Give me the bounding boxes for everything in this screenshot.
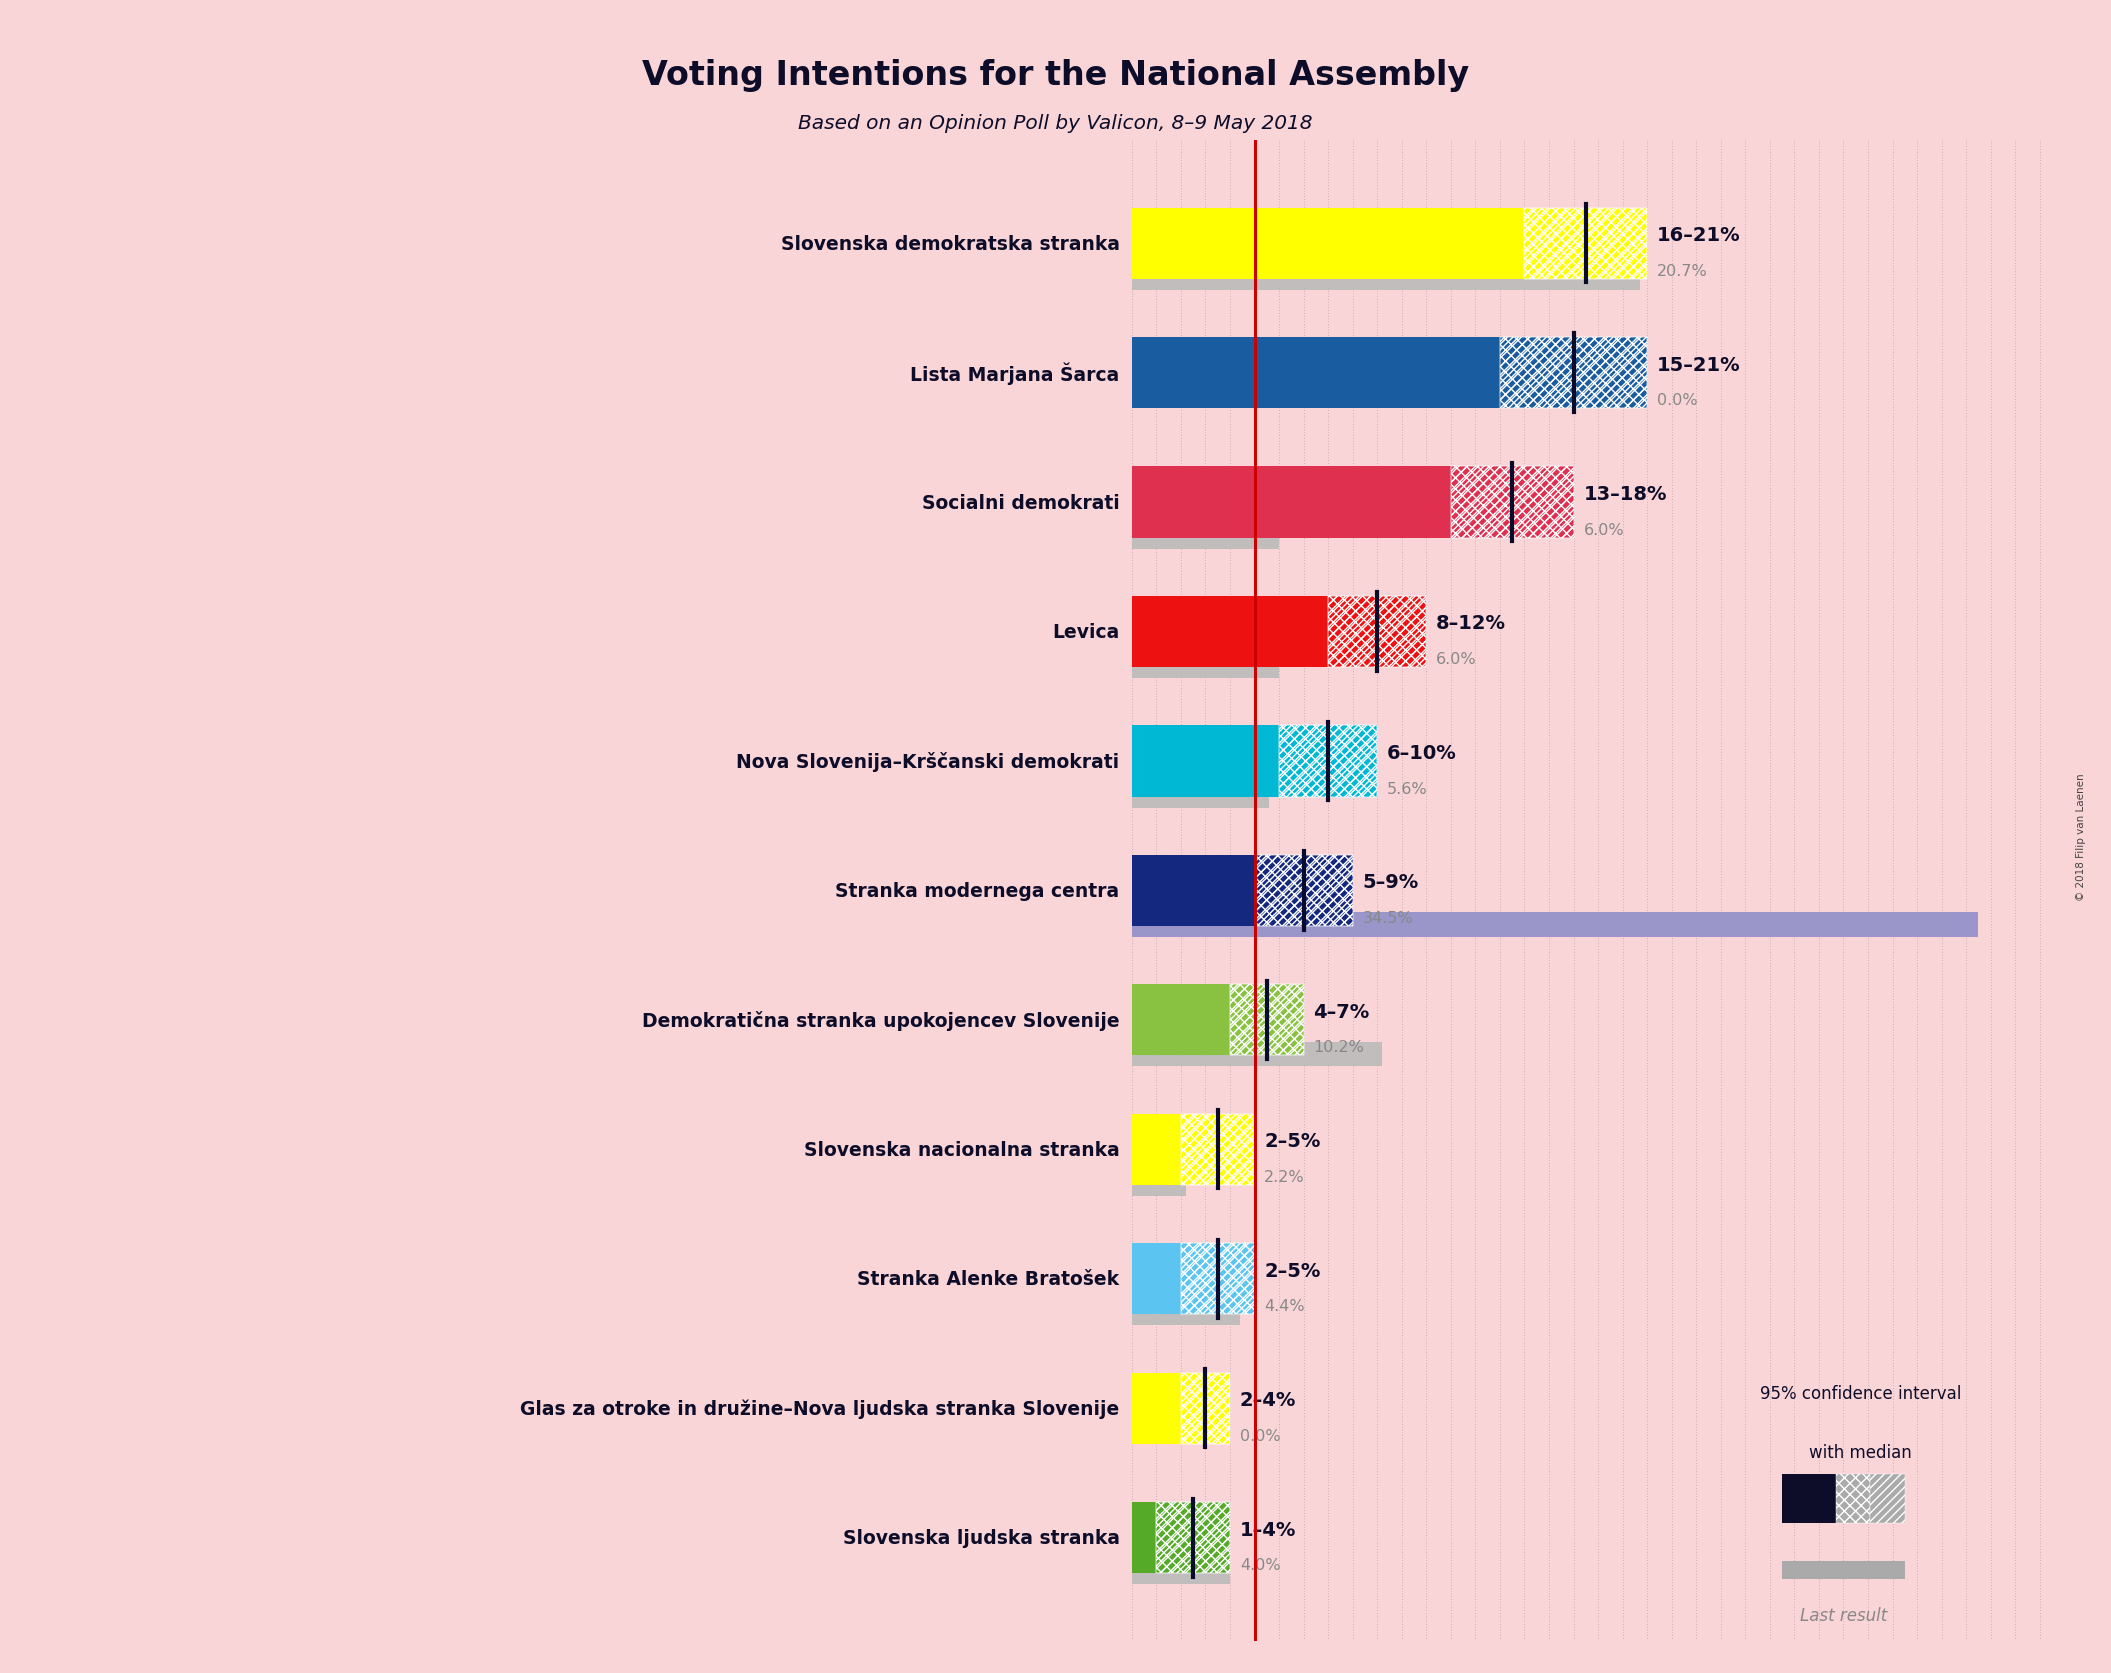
Bar (1131, 985, 1231, 1056)
Bar (1180, 1114, 1254, 1184)
Text: 2–5%: 2–5% (1264, 1261, 1321, 1280)
Bar (1131, 1502, 1157, 1573)
Bar (1450, 467, 1573, 539)
Text: Nova Slovenija–Krščanski demokrati: Nova Slovenija–Krščanski demokrati (737, 751, 1119, 771)
Bar (1131, 338, 1501, 408)
Text: Demokratična stranka upokojencev Slovenije: Demokratična stranka upokojencev Sloveni… (642, 1010, 1119, 1031)
Bar (1254, 855, 1353, 927)
Bar (1131, 1374, 1180, 1444)
Bar (1279, 726, 1376, 796)
Bar (1180, 1243, 1254, 1315)
Bar (1131, 783, 1269, 808)
Bar (1131, 1559, 1231, 1584)
Bar (1131, 1042, 1383, 1067)
Bar (1131, 266, 1640, 291)
Text: Voting Intentions for the National Assembly: Voting Intentions for the National Assem… (642, 59, 1469, 92)
Text: 95% confidence interval: 95% confidence interval (1761, 1384, 1961, 1402)
Bar (1180, 1374, 1231, 1444)
Bar (1782, 1474, 1837, 1524)
Bar (1131, 654, 1279, 679)
Bar (1524, 209, 1647, 279)
Text: Based on an Opinion Poll by Valicon, 8–9 May 2018: Based on an Opinion Poll by Valicon, 8–9… (798, 114, 1313, 132)
Bar (1328, 597, 1427, 668)
Bar (1131, 1300, 1239, 1325)
Bar (1501, 338, 1647, 408)
Text: 15–21%: 15–21% (1657, 355, 1742, 375)
Text: 4–7%: 4–7% (1313, 1002, 1370, 1021)
Bar (1328, 597, 1427, 668)
Text: 16–21%: 16–21% (1657, 226, 1742, 244)
Text: 13–18%: 13–18% (1583, 485, 1668, 504)
Text: 4.0%: 4.0% (1239, 1558, 1281, 1573)
Bar (1157, 1502, 1231, 1573)
Bar (1279, 726, 1376, 796)
Bar (1180, 1243, 1254, 1315)
Bar (1131, 1171, 1186, 1196)
Bar (1131, 855, 1254, 927)
Bar (1131, 209, 1524, 279)
Bar (1254, 855, 1353, 927)
Bar (1501, 338, 1647, 408)
Text: © 2018 Filip van Laenen: © 2018 Filip van Laenen (2075, 773, 2086, 900)
Bar (1450, 467, 1573, 539)
Bar (1131, 1114, 1180, 1184)
Bar (1180, 1243, 1254, 1315)
Bar (1157, 1502, 1231, 1573)
Text: 6.0%: 6.0% (1583, 522, 1623, 537)
Bar (1131, 1243, 1180, 1315)
Text: Slovenska demokratska stranka: Slovenska demokratska stranka (781, 234, 1119, 254)
Text: Slovenska ljudska stranka: Slovenska ljudska stranka (842, 1527, 1119, 1548)
Bar (1180, 1114, 1254, 1184)
Bar (1450, 467, 1573, 539)
Text: 0.0%: 0.0% (1239, 1429, 1281, 1442)
Text: 8–12%: 8–12% (1435, 614, 1505, 632)
Text: 2.2%: 2.2% (1264, 1169, 1305, 1184)
Text: 5.6%: 5.6% (1387, 781, 1427, 796)
Bar (1180, 1374, 1231, 1444)
Text: 6–10%: 6–10% (1387, 743, 1457, 763)
Bar (1131, 912, 1978, 937)
Text: 1–4%: 1–4% (1239, 1519, 1296, 1539)
Bar (1524, 209, 1647, 279)
Text: Stranka modernega centra: Stranka modernega centra (836, 882, 1119, 900)
Text: 4.4%: 4.4% (1264, 1298, 1305, 1313)
Text: Last result: Last result (1801, 1606, 1887, 1624)
Bar (1870, 1474, 1904, 1524)
Text: Socialni demokrati: Socialni demokrati (923, 494, 1119, 512)
Bar (1524, 209, 1647, 279)
Text: 10.2%: 10.2% (1313, 1041, 1364, 1054)
Bar (1180, 1114, 1254, 1184)
Text: Lista Marjana Šarca: Lista Marjana Šarca (910, 361, 1119, 385)
Text: 20.7%: 20.7% (1657, 264, 1708, 278)
Text: Stranka Alenke Bratošek: Stranka Alenke Bratošek (857, 1270, 1119, 1288)
Bar (1782, 1561, 1904, 1579)
Text: 34.5%: 34.5% (1362, 910, 1412, 925)
Text: 2–4%: 2–4% (1239, 1390, 1296, 1409)
Bar (1328, 597, 1427, 668)
Bar (1131, 726, 1279, 796)
Text: Levica: Levica (1053, 622, 1119, 642)
Bar (1254, 855, 1353, 927)
Bar (1231, 985, 1305, 1056)
Bar (1501, 338, 1647, 408)
Bar (1131, 597, 1328, 668)
Bar (1837, 1474, 1870, 1524)
Text: 5–9%: 5–9% (1362, 873, 1419, 892)
Text: Glas za otroke in družine–Nova ljudska stranka Slovenije: Glas za otroke in družine–Nova ljudska s… (519, 1399, 1119, 1419)
Bar (1231, 985, 1305, 1056)
Text: 6.0%: 6.0% (1435, 652, 1478, 666)
Bar (1279, 726, 1376, 796)
Bar (1231, 985, 1305, 1056)
Text: with median: with median (1809, 1444, 1913, 1461)
Text: 0.0%: 0.0% (1657, 393, 1697, 408)
Text: 2–5%: 2–5% (1264, 1131, 1321, 1151)
Bar (1180, 1374, 1231, 1444)
Bar (1131, 524, 1279, 549)
Bar (1131, 467, 1450, 539)
Bar (1157, 1502, 1231, 1573)
Text: Slovenska nacionalna stranka: Slovenska nacionalna stranka (804, 1139, 1119, 1159)
